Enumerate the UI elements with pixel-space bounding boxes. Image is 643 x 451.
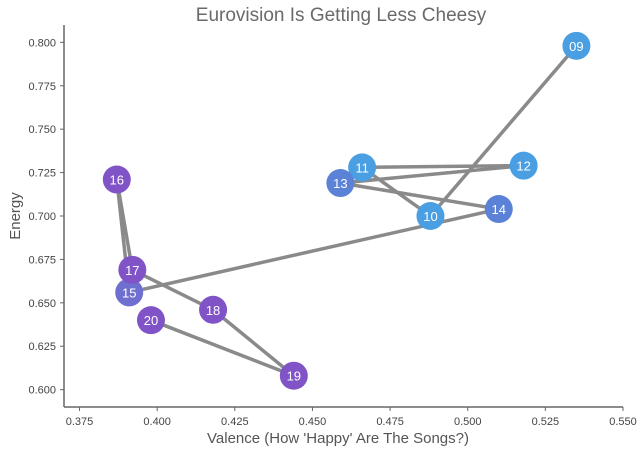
x-tick-label: 0.425 (221, 416, 249, 428)
y-tick-label: 0.600 (28, 385, 56, 397)
point-label: 11 (355, 160, 369, 175)
point-marker (118, 255, 147, 284)
connector-line (360, 163, 526, 170)
y-tick-label: 0.700 (28, 211, 56, 223)
x-ticks: 0.375 0.400 0.425 0.450 0.475 0.500 0.525 0.550 (66, 407, 637, 428)
point-label: 18 (206, 303, 220, 318)
point-marker (279, 361, 308, 390)
data-point-09: 09 (562, 31, 591, 60)
point-marker (102, 165, 131, 194)
point-label: 13 (333, 176, 347, 191)
y-tick-label: 0.775 (28, 81, 56, 93)
point-marker (348, 153, 377, 182)
y-tick-label: 0.750 (28, 124, 56, 136)
data-point-14: 14 (484, 195, 513, 224)
data-point-17: 17 (118, 255, 147, 284)
point-label: 10 (423, 209, 437, 224)
data-point-11: 11 (348, 153, 377, 182)
point-marker (416, 202, 445, 230)
x-tick-label: 0.550 (609, 416, 637, 428)
connector-line (338, 163, 526, 185)
data-point-16: 16 (102, 165, 131, 194)
connector-line (130, 268, 215, 312)
y-tick-label: 0.625 (28, 341, 56, 353)
chart-title: Eurovision Is Getting Less Cheesy (196, 5, 487, 26)
point-label: 16 (110, 173, 124, 188)
connector-line (211, 308, 296, 378)
connector-line (127, 207, 501, 295)
point-label: 20 (144, 313, 158, 328)
point-marker (136, 306, 165, 335)
x-tick-label: 0.375 (66, 416, 94, 428)
point-marker (562, 31, 591, 60)
x-tick-label: 0.450 (299, 416, 327, 428)
x-axis-label: Valence (How 'Happy' Are The Songs?) (207, 430, 469, 447)
connector-line (149, 318, 296, 378)
point-label: 19 (287, 369, 301, 384)
y-ticks: 0.600 0.625 0.650 0.675 0.700 0.725 0.750 0.775… (28, 37, 64, 397)
data-point-12: 12 (509, 151, 538, 180)
y-tick-label: 0.675 (28, 254, 56, 266)
x-tick-label: 0.500 (454, 416, 482, 428)
point-label: 17 (125, 263, 139, 278)
y-tick-label: 0.650 (28, 298, 56, 310)
point-label: 15 (122, 285, 136, 300)
x-tick-label: 0.400 (143, 416, 171, 428)
point-marker (115, 278, 144, 307)
point-marker (509, 151, 538, 180)
connector-line (428, 44, 579, 218)
data-points: 09 10 11 12 13 14 15 16 17 18 19 20 (102, 31, 591, 390)
data-point-10: 10 (416, 202, 445, 230)
point-label: 14 (492, 202, 506, 217)
point-label: 09 (569, 39, 583, 54)
data-point-20: 20 (136, 306, 165, 335)
x-tick-label: 0.475 (376, 416, 404, 428)
y-axis-label: Energy (7, 192, 24, 240)
point-marker (326, 169, 355, 198)
data-point-18: 18 (199, 295, 228, 324)
point-label: 12 (516, 159, 530, 174)
y-tick-label: 0.725 (28, 168, 56, 180)
data-point-19: 19 (279, 361, 308, 390)
point-marker (484, 195, 513, 224)
data-point-13: 13 (326, 169, 355, 198)
connector-line (115, 177, 135, 272)
x-tick-label: 0.525 (532, 416, 560, 428)
y-tick-label: 0.800 (28, 37, 56, 49)
connector-line (338, 181, 501, 211)
data-point-15: 15 (115, 278, 144, 307)
point-marker (199, 295, 228, 324)
